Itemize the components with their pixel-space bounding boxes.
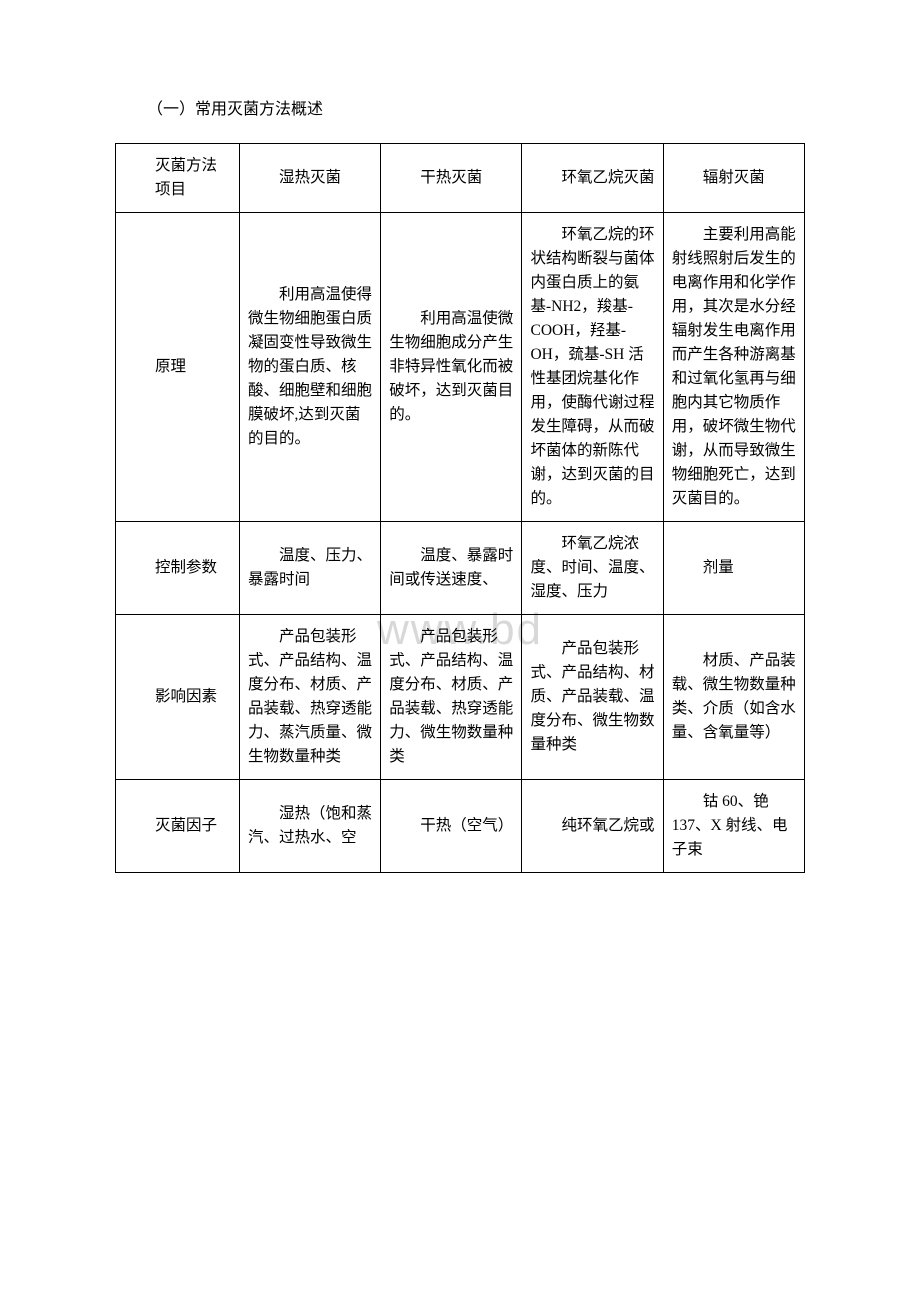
table-row: 灭菌因子 湿热（饱和蒸汽、过热水、空 干热（空气） 纯环氧乙烷或 钴 60、铯 … [116,780,805,873]
cell: 湿热（饱和蒸汽、过热水、空 [240,780,381,873]
row-label: 原理 [116,213,240,522]
section-title: （一）常用灭菌方法概述 [115,95,805,119]
cell: 温度、暴露时间或传送速度、 [381,522,522,615]
cell: 产品包装形式、产品结构、材质、产品装载、温度分布、微生物数量种类 [522,615,663,780]
header-col3: 环氧乙烷灭菌 [522,144,663,213]
row-label: 影响因素 [116,615,240,780]
header-col2: 干热灭菌 [381,144,522,213]
cell: 主要利用高能射线照射后发生的电离作用和化学作用，其次是水分经辐射发生电离作用而产… [663,213,804,522]
cell: 纯环氧乙烷或 [522,780,663,873]
cell: 干热（空气） [381,780,522,873]
header-label-top: 灭菌方法 [155,157,217,174]
row-label: 灭菌因子 [116,780,240,873]
cell: 环氧乙烷的环状结构断裂与菌体内蛋白质上的氨基-NH2，羧基-COOH，羟基-OH… [522,213,663,522]
table-row: 影响因素 产品包装形式、产品结构、温度分布、材质、产品装载、热穿透能力、蒸汽质量… [116,615,805,780]
cell: 材质、产品装载、微生物数量种类、介质（如含水量、含氧量等） [663,615,804,780]
cell: 环氧乙烷浓度、时间、温度、湿度、压力 [522,522,663,615]
cell: 产品包装形式、产品结构、温度分布、材质、产品装载、热穿透能力、蒸汽质量、微生物数… [240,615,381,780]
cell: 钴 60、铯 137、X 射线、电子束 [663,780,804,873]
header-label-cell: 灭菌方法 项目 [116,144,240,213]
table-header-row: 灭菌方法 项目 湿热灭菌 干热灭菌 环氧乙烷灭菌 辐射灭菌 [116,144,805,213]
cell: 利用高温使得微生物细胞蛋白质凝固变性导致微生物的蛋白质、核酸、细胞壁和细胞膜破坏… [240,213,381,522]
row-label: 控制参数 [116,522,240,615]
table-row: 控制参数 温度、压力、暴露时间 温度、暴露时间或传送速度、 环氧乙烷浓度、时间、… [116,522,805,615]
header-col4: 辐射灭菌 [663,144,804,213]
cell: 利用高温使微生物细胞成分产生非特异性氧化而被破坏，达到灭菌目的。 [381,213,522,522]
cell: 剂量 [663,522,804,615]
header-col1: 湿热灭菌 [240,144,381,213]
table-row: 原理 利用高温使得微生物细胞蛋白质凝固变性导致微生物的蛋白质、核酸、细胞壁和细胞… [116,213,805,522]
cell: 产品包装形式、产品结构、温度分布、材质、产品装载、热穿透能力、微生物数量种类 [381,615,522,780]
cell: 温度、压力、暴露时间 [240,522,381,615]
document-content: （一）常用灭菌方法概述 灭菌方法 项目 湿热灭菌 干热灭菌 环氧乙烷灭菌 辐射灭… [115,95,805,873]
sterilization-methods-table: 灭菌方法 项目 湿热灭菌 干热灭菌 环氧乙烷灭菌 辐射灭菌 原理 利用高温使得微… [115,143,805,873]
header-label-bottom: 项目 [155,181,186,198]
